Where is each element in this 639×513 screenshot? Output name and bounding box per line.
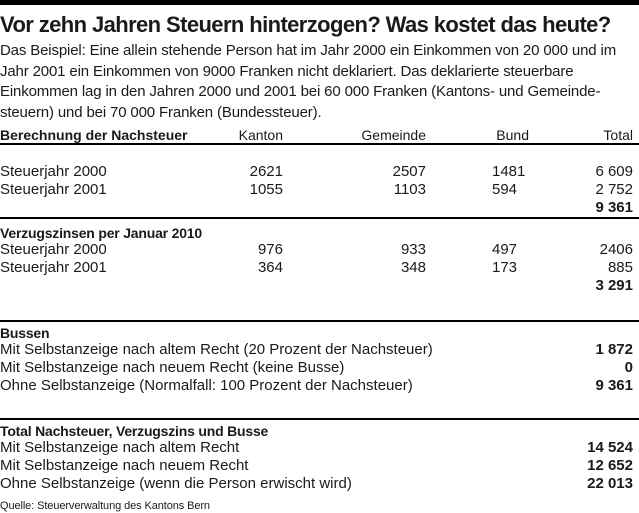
row-value: 9 361 xyxy=(595,377,633,394)
row-label: Steuerjahr 2000 xyxy=(0,163,107,180)
table-row: Ohne Selbstanzeige (Normalfall: 100 Proz… xyxy=(0,377,639,395)
value-gemeinde: 2507 xyxy=(392,163,426,180)
section-verzugszinsen: Verzugszinsen per Januar 2010 Steuerjahr… xyxy=(0,225,639,322)
intro-paragraph: Das Beispiel: Eine allein stehende Perso… xyxy=(0,41,639,123)
row-value: 14 524 xyxy=(587,439,633,456)
value-gemeinde: 348 xyxy=(400,259,426,276)
divider xyxy=(0,217,639,219)
value-kanton: 2621 xyxy=(249,163,283,180)
row-label: Ohne Selbstanzeige (wenn die Person erwi… xyxy=(0,475,352,492)
row-value: 0 xyxy=(624,359,633,376)
section-nachsteuer: Berechnung der Nachsteuer Kanton Gemeind… xyxy=(0,127,639,219)
intro-line: steuern) und bei 70 000 Franken (Bundess… xyxy=(0,103,322,121)
value-kanton: 976 xyxy=(257,241,283,258)
subtotal-nachsteuer: 9 361 xyxy=(595,199,633,216)
table-row: Mit Selbstanzeige nach neuem Recht 12 65… xyxy=(0,457,639,475)
table-row: Mit Selbstanzeige nach neuem Recht (kein… xyxy=(0,359,639,377)
column-header-total: Total xyxy=(603,127,633,143)
value-bund: 594 xyxy=(492,181,518,198)
section-bussen: Bussen Mit Selbstanzeige nach altem Rech… xyxy=(0,325,639,420)
source-credit: Quelle: Steuerverwaltung des Kantons Ber… xyxy=(0,500,210,512)
table-header-row: Berechnung der Nachsteuer Kanton Gemeind… xyxy=(0,127,639,143)
table-row: Mit Selbstanzeige nach altem Recht 14 52… xyxy=(0,439,639,457)
section-title: Verzugszinsen per Januar 2010 xyxy=(0,225,202,241)
page-title: Vor zehn Jahren Steuern hinterzogen? Was… xyxy=(0,12,611,37)
divider xyxy=(0,320,639,322)
table-row: Steuerjahr 2000 2621 2507 1481 6 609 xyxy=(0,163,639,181)
row-label: Ohne Selbstanzeige (Normalfall: 100 Proz… xyxy=(0,377,413,394)
value-total: 885 xyxy=(607,259,633,276)
value-total: 2 752 xyxy=(595,181,633,198)
column-header-bund: Bund xyxy=(496,127,529,143)
value-kanton: 364 xyxy=(257,259,283,276)
section-title: Bussen xyxy=(0,325,50,341)
value-total: 6 609 xyxy=(595,163,633,180)
intro-line: Einkommen lag in den Jahren 2000 und 200… xyxy=(0,83,601,100)
row-value: 12 652 xyxy=(587,457,633,474)
table-row: Mit Selbstanzeige nach altem Recht (20 P… xyxy=(0,341,639,359)
row-label: Mit Selbstanzeige nach neuem Recht (kein… xyxy=(0,359,345,376)
table-row: Steuerjahr 2000 976 933 497 2406 xyxy=(0,241,639,259)
row-label: Mit Selbstanzeige nach altem Recht xyxy=(0,439,240,456)
divider xyxy=(0,418,639,420)
row-value: 22 013 xyxy=(587,475,633,492)
row-label: Steuerjahr 2000 xyxy=(0,241,107,258)
top-rule xyxy=(0,0,639,5)
table-row: Steuerjahr 2001 364 348 173 885 xyxy=(0,259,639,277)
subtotal-verzugszinsen: 3 291 xyxy=(595,277,633,294)
section-total: Total Nachsteuer, Verzugszins und Busse … xyxy=(0,423,639,493)
column-header-kanton: Kanton xyxy=(238,127,283,143)
value-bund: 1481 xyxy=(492,163,526,180)
table-row: Ohne Selbstanzeige (wenn die Person erwi… xyxy=(0,475,639,493)
row-value: 1 872 xyxy=(595,341,633,358)
section-title: Berechnung der Nachsteuer xyxy=(0,127,188,143)
value-bund: 497 xyxy=(492,241,518,258)
table-row: Steuerjahr 2001 1055 1103 594 2 752 xyxy=(0,181,639,199)
intro-line: Das Beispiel: Eine allein stehende Perso… xyxy=(0,42,617,59)
divider xyxy=(0,143,639,145)
value-kanton: 1055 xyxy=(249,181,283,198)
value-gemeinde: 1103 xyxy=(393,181,426,198)
value-total: 2406 xyxy=(599,241,633,258)
row-label: Steuerjahr 2001 xyxy=(0,259,107,276)
value-gemeinde: 933 xyxy=(400,241,426,258)
row-label: Mit Selbstanzeige nach neuem Recht xyxy=(0,457,249,474)
value-bund: 173 xyxy=(492,259,518,276)
column-header-gemeinde: Gemeinde xyxy=(361,127,426,143)
intro-line: Jahr 2001 ein Einkommen von 9000 Franken… xyxy=(0,62,574,80)
row-label: Mit Selbstanzeige nach altem Recht (20 P… xyxy=(0,341,433,358)
row-label: Steuerjahr 2001 xyxy=(0,181,107,198)
section-title: Total Nachsteuer, Verzugszins und Busse xyxy=(0,423,269,439)
